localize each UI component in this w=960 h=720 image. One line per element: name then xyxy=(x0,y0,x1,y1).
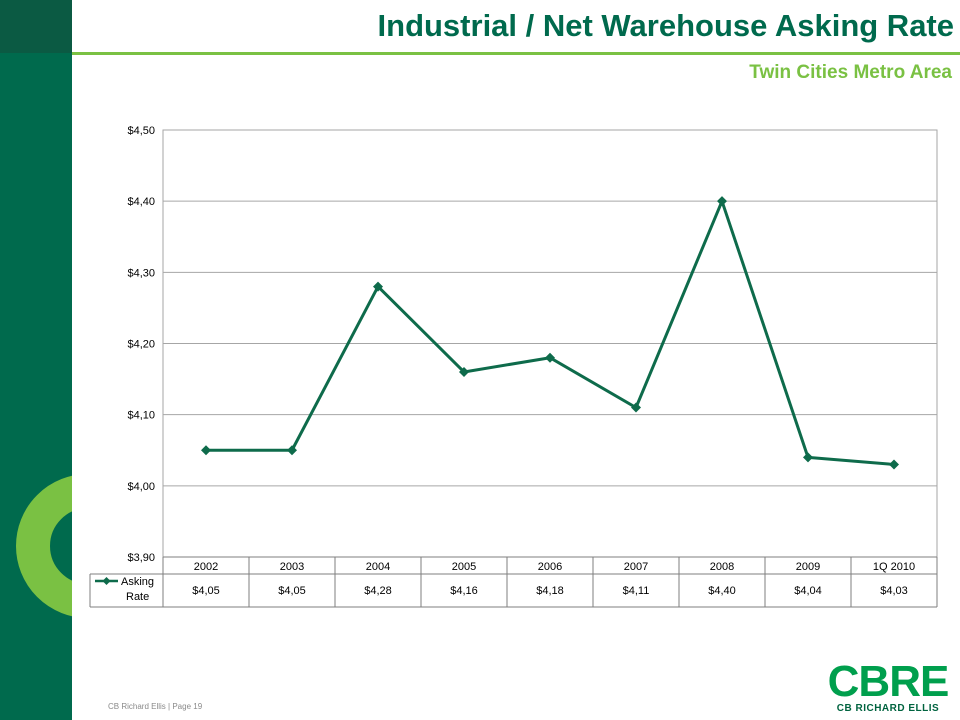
logo-company-name: CB RICHARD ELLIS xyxy=(836,703,940,714)
footer: CB Richard Ellis | Page 19 xyxy=(108,702,202,711)
title-rule xyxy=(72,52,960,55)
data-table-value: $4,05 xyxy=(192,585,220,597)
sidebar-band xyxy=(0,0,72,720)
y-tick-label: $4,00 xyxy=(127,481,155,493)
x-category-label: 2007 xyxy=(624,561,648,573)
y-tick-label: $4,30 xyxy=(127,267,155,279)
y-tick-label: $4,20 xyxy=(127,339,155,351)
page-title: Industrial / Net Warehouse Asking Rate xyxy=(377,8,954,43)
x-category-label: 2005 xyxy=(452,561,476,573)
x-category-label: 2009 xyxy=(796,561,820,573)
y-tick-label: $4,10 xyxy=(127,410,155,422)
data-point xyxy=(631,402,641,413)
sidebar-top-block xyxy=(0,0,72,53)
data-point xyxy=(545,352,555,363)
page-subtitle: Twin Cities Metro Area xyxy=(749,62,952,83)
x-category-label: 2002 xyxy=(194,561,218,573)
footer-company: CB Richard Ellis xyxy=(108,702,166,711)
data-table-value: $4,04 xyxy=(794,585,822,597)
x-category-label: 2006 xyxy=(538,561,562,573)
x-category-label: 2003 xyxy=(280,561,304,573)
y-tick-label: $4,40 xyxy=(127,196,155,208)
data-point xyxy=(287,445,297,456)
data-table-value: $4,03 xyxy=(880,585,908,597)
data-point xyxy=(373,281,383,292)
data-point xyxy=(803,452,813,463)
data-table-value: $4,16 xyxy=(450,585,478,597)
data-table-value: $4,40 xyxy=(708,585,736,597)
x-category-label: 2004 xyxy=(366,561,390,573)
logo-mark: CBRE xyxy=(827,657,950,706)
x-category-label: 1Q 2010 xyxy=(873,561,915,573)
data-point xyxy=(889,459,899,470)
x-category-label: 2008 xyxy=(710,561,734,573)
series-line-asking-rate xyxy=(206,199,895,466)
legend-series-name-cont: Rate xyxy=(126,591,149,603)
footer-page-number: Page 19 xyxy=(172,702,203,711)
data-table-value: $4,18 xyxy=(536,585,564,597)
data-point xyxy=(459,366,469,377)
y-tick-label: $3,90 xyxy=(127,552,155,564)
data-table-value: $4,11 xyxy=(623,585,650,597)
data-point xyxy=(717,196,727,207)
data-table-value: $4,28 xyxy=(364,585,392,597)
data-point xyxy=(201,445,211,456)
footer-separator: | xyxy=(168,702,171,711)
y-tick-label: $4,50 xyxy=(127,125,155,137)
data-table-value: $4,05 xyxy=(278,585,306,597)
legend-series-name: Asking xyxy=(121,576,154,588)
cbre-logo: CBRE CB RICHARD ELLIS xyxy=(826,657,950,716)
legend-marker-key xyxy=(102,577,111,585)
